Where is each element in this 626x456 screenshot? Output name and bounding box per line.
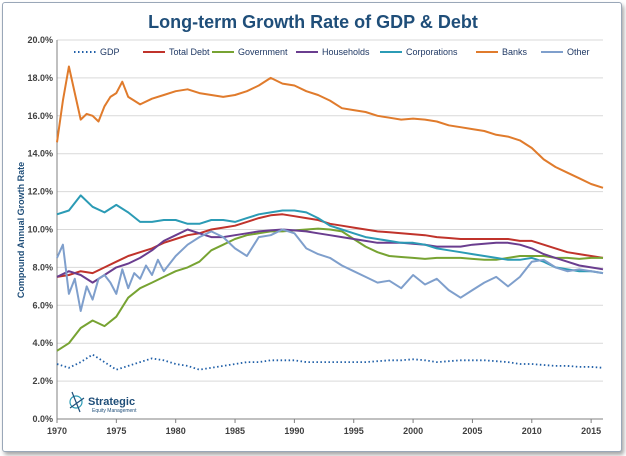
x-tick-label: 1985 — [225, 426, 245, 436]
y-tick-label: 2.0% — [32, 376, 53, 386]
x-tick-label: 1975 — [106, 426, 126, 436]
x-tick-label: 2000 — [403, 426, 423, 436]
y-tick-label: 20.0% — [27, 35, 53, 45]
series-line-corporations — [56, 194, 604, 275]
x-tick-label: 2005 — [462, 426, 482, 436]
legend-label-gdp: GDP — [100, 47, 120, 57]
axes: 0.0% 2.0% 4.0% 6.0% 8.0% 10.0% 12.0% 14.0% 16.0%… — [27, 35, 603, 436]
legend-label-other: Other — [567, 47, 590, 57]
x-tick-label: 1980 — [166, 426, 186, 436]
x-tick-label: 1970 — [47, 426, 67, 436]
y-tick-label: 18.0% — [27, 73, 53, 83]
legend-label-banks: Banks — [502, 47, 528, 57]
series-line-government — [56, 227, 603, 352]
chart-title: Long-term Growth Rate of GDP & Debt — [148, 12, 478, 32]
series-line-gdp — [56, 353, 604, 371]
logo-mark-icon — [69, 391, 85, 413]
y-axis-label: Compound Annual Growth Rate — [16, 162, 26, 298]
x-tick-label: 2015 — [581, 426, 601, 436]
y-tick-label: 0.0% — [32, 414, 53, 424]
y-tick-label: 10.0% — [27, 225, 53, 235]
chart-frame — [2, 2, 622, 452]
y-tick-label: 6.0% — [32, 300, 53, 310]
x-tick-label: 1990 — [284, 426, 304, 436]
legend-label-government: Government — [238, 47, 288, 57]
y-tick-label: 12.0% — [27, 187, 53, 197]
series-line-households — [56, 228, 604, 284]
y-tick-label: 14.0% — [27, 149, 53, 159]
legend-label-households: Households — [322, 47, 370, 57]
legend-label-corporations: Corporations — [406, 47, 458, 57]
series-lines — [56, 65, 604, 371]
y-tick-label: 8.0% — [32, 262, 53, 272]
series-line-other — [56, 228, 604, 312]
logo-name: Strategic — [88, 396, 135, 408]
x-tick-label: 1995 — [344, 426, 364, 436]
logo-subtitle: Equity Management — [92, 408, 137, 414]
legend-label-total-debt: Total Debt — [169, 47, 210, 57]
x-tick-label: 2010 — [522, 426, 542, 436]
company-logo: Strategic Equity Management — [69, 391, 137, 414]
legend: GDP Total Debt Government Households Corpora… — [74, 47, 590, 57]
series-line-total-debt — [56, 213, 604, 278]
y-tick-label: 16.0% — [27, 111, 53, 121]
series-line-banks — [56, 65, 604, 189]
logo-ring-icon — [69, 395, 83, 409]
y-tick-label: 4.0% — [32, 338, 53, 348]
